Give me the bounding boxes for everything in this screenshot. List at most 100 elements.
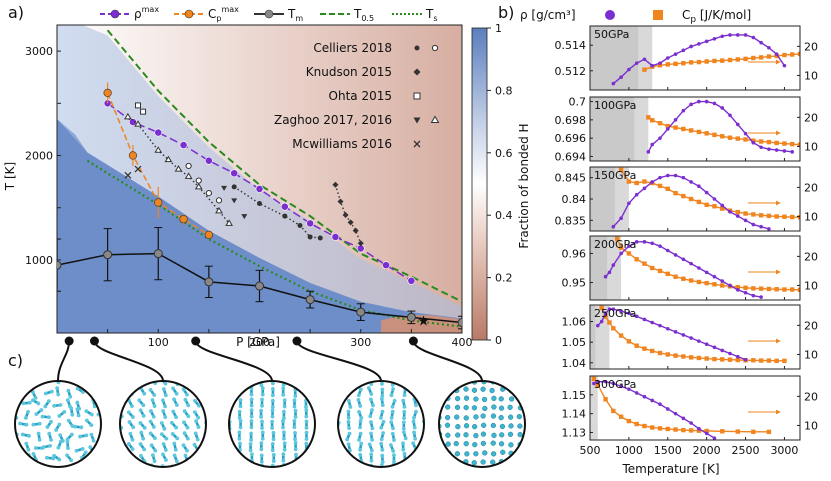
molecule-bond — [182, 381, 190, 385]
cp-point — [696, 279, 702, 285]
cp-point — [766, 213, 772, 219]
cp-point — [743, 137, 748, 142]
cp-point — [790, 214, 795, 220]
molecule-atom — [75, 407, 80, 412]
molecule-atom — [358, 419, 363, 423]
molecule-atom — [304, 381, 309, 386]
molecule-atom — [46, 399, 51, 404]
molecule-atom — [260, 403, 264, 408]
cp-point — [618, 167, 624, 173]
molecule-atom — [293, 437, 297, 442]
molecule-atom — [358, 463, 363, 467]
zaghoo-open-point — [184, 172, 193, 179]
rho-point — [712, 345, 717, 350]
molecule-atom — [281, 425, 285, 430]
molecule-atom — [174, 425, 179, 430]
molecule-atom — [294, 375, 298, 379]
molecule-atom — [193, 464, 198, 467]
molecule-atom — [77, 465, 82, 467]
molecule-atom — [68, 394, 73, 399]
molecule-bond — [338, 399, 341, 409]
rho-point — [704, 431, 709, 436]
rho-point — [619, 216, 623, 220]
cp-point — [665, 352, 670, 357]
atom — [481, 396, 488, 403]
molecule-atom — [88, 385, 93, 390]
atom — [463, 469, 468, 474]
rho-point — [782, 63, 787, 68]
molecule-atom — [183, 397, 188, 402]
molecule-atom — [380, 387, 385, 392]
cp-point — [782, 214, 787, 219]
cp-point — [766, 286, 772, 292]
molecule-atom — [165, 469, 169, 473]
y-tick-label-right: 10 — [804, 210, 818, 223]
molecule-atom — [131, 415, 135, 419]
molecule-atom — [33, 395, 38, 400]
molecule-atom — [315, 409, 319, 413]
rhomax-point — [407, 276, 416, 285]
molecule-atom — [208, 470, 212, 474]
atom — [446, 468, 451, 473]
molecule-bond — [78, 466, 87, 467]
molecule-atom — [175, 459, 179, 464]
molecule-atom — [89, 461, 94, 466]
panel-b: 50GPa 0.514 0.512 20 10 100GPa 0.7 0.698 0.696 0.… — [555, 25, 818, 457]
rho-point — [634, 391, 639, 395]
molecule-atom — [152, 459, 157, 464]
molecule-atom — [414, 403, 418, 408]
molecule-atom — [170, 431, 175, 436]
transition-star: ★ — [417, 313, 430, 329]
molecule-atom — [259, 383, 264, 388]
molecule-atom — [379, 425, 384, 430]
legend-item-cp: Cpmax — [174, 5, 239, 23]
molecule-bond — [338, 465, 342, 467]
molecule-atom — [367, 442, 372, 447]
molecule-atom — [36, 401, 41, 406]
rho-point — [689, 180, 693, 184]
atom — [481, 468, 486, 473]
atom — [463, 395, 470, 401]
molecule-atom — [173, 447, 178, 452]
molecule-atom — [149, 409, 153, 413]
molecule-atom — [390, 409, 395, 414]
knudson-point — [352, 227, 359, 234]
rho-point — [603, 379, 608, 384]
y-tick-label-right: 20 — [804, 40, 818, 53]
molecule-atom — [49, 389, 54, 394]
molecule-atom — [260, 386, 265, 391]
molecule-atom — [238, 419, 243, 423]
molecule-atom — [338, 387, 339, 392]
cp-point — [774, 214, 779, 219]
molecule-atom — [103, 414, 107, 418]
molecule-atom — [207, 426, 211, 430]
cpmax-point — [204, 230, 213, 239]
molecule-atom — [259, 459, 264, 464]
molecule-atom — [48, 376, 52, 380]
molecule-atom — [249, 414, 254, 419]
rhomax-point — [230, 169, 239, 178]
atom — [455, 424, 461, 430]
molecule-bond — [413, 453, 418, 463]
molecule-atom — [315, 383, 319, 387]
rho-point — [712, 101, 717, 106]
subplot-content — [590, 236, 800, 300]
molecule-bond — [120, 454, 124, 462]
molecule-atom — [17, 453, 21, 458]
snapshot-dimers2 — [337, 380, 425, 468]
molecule-atom — [55, 386, 60, 391]
rho-point — [751, 35, 756, 40]
molecule-atom — [36, 431, 41, 436]
rho-point — [619, 75, 623, 79]
cp-point — [704, 280, 709, 286]
molecule-atom — [316, 419, 320, 423]
molecule-atom — [270, 398, 275, 403]
molecule-atom — [172, 453, 177, 458]
rho-point — [673, 173, 678, 178]
molecule-atom — [127, 464, 131, 467]
molecule-atom — [139, 376, 143, 380]
molecule-atom — [197, 403, 201, 408]
molecule-atom — [316, 452, 320, 456]
molecule-atom — [422, 465, 424, 467]
molecule-atom — [174, 391, 179, 396]
